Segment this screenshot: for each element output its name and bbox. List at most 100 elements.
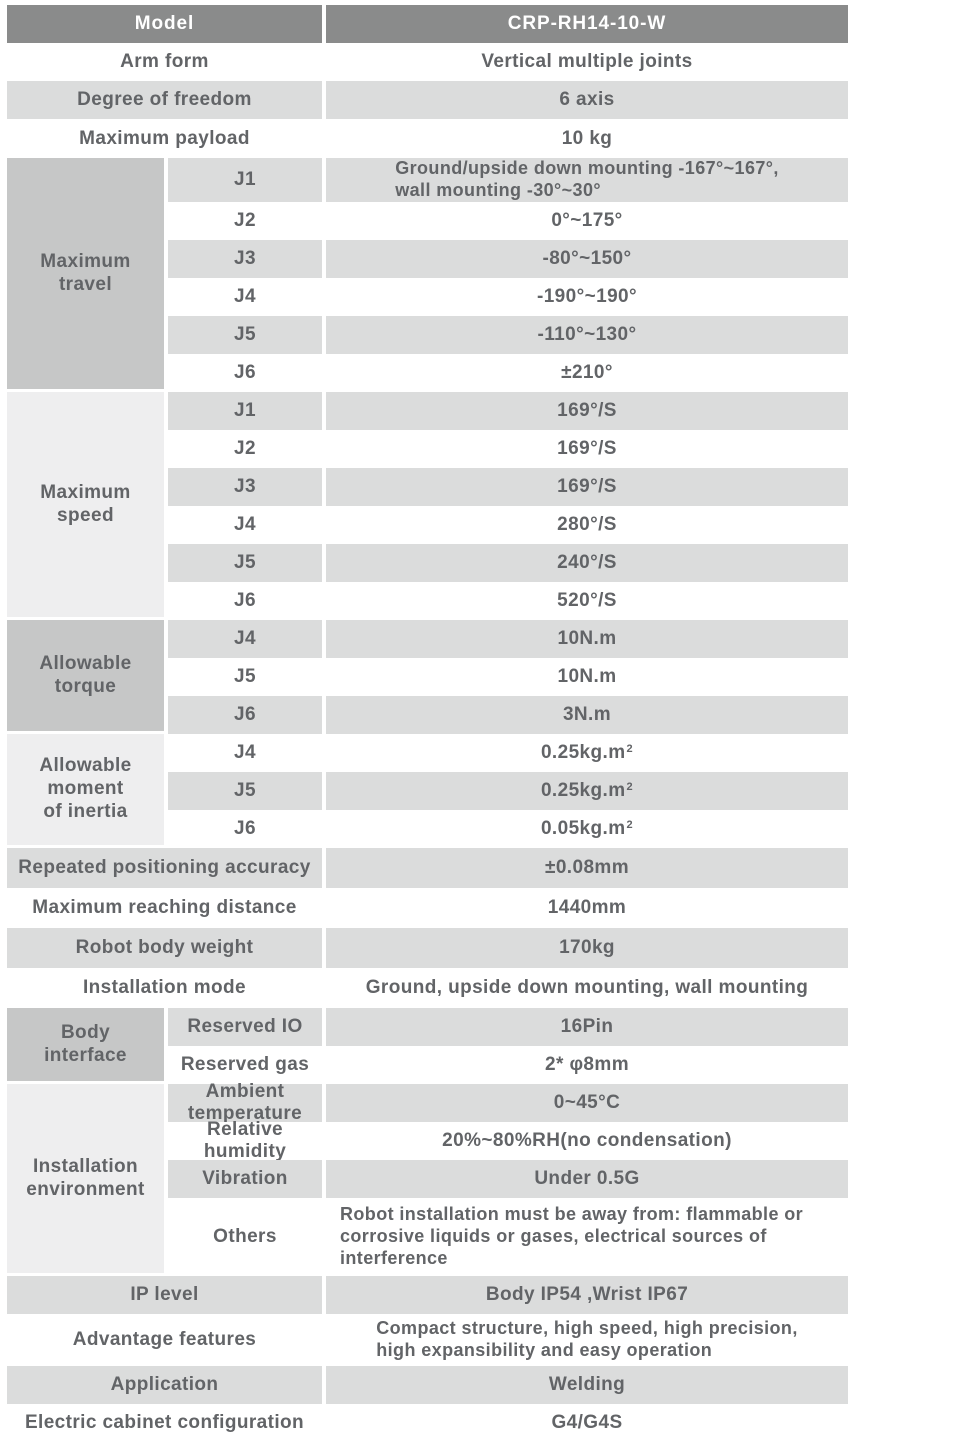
group-maximum-speed: Maximum speed J1 169°/S J2 169°/S J3 169…	[7, 392, 848, 620]
sub-label: J6	[168, 582, 322, 620]
header-model-label: Model	[7, 5, 322, 43]
table-row: Vibration Under 0.5G	[164, 1160, 848, 1198]
row-value: G4/G4S	[326, 1404, 848, 1442]
row-label: Repeated positioning accuracy	[7, 848, 322, 888]
row-value: Ground/upside down mounting -167°~167°, …	[326, 158, 848, 202]
table-row: J4 10N.m	[164, 620, 848, 658]
group-body-interface: Body interface Reserved IO 16Pin Reserve…	[7, 1008, 848, 1084]
table-row: J1 169°/S	[164, 392, 848, 430]
row-value: 10N.m	[326, 658, 848, 696]
table-row: J4 280°/S	[164, 506, 848, 544]
row-value: 240°/S	[326, 544, 848, 582]
row-value: 10 kg	[326, 119, 848, 158]
row-label: Maximum payload	[7, 119, 322, 158]
table-row: J3 -80°~150°	[164, 240, 848, 278]
group-allowable-moment-of-inertia: Allowable moment of inertia J4 0.25kg.m 2…	[7, 734, 848, 848]
table-row: J3 169°/S	[164, 468, 848, 506]
row-label: Robot body weight	[7, 928, 322, 968]
table-row: Ambient temperature 0~45°C	[164, 1081, 848, 1124]
sub-label: J5	[168, 658, 322, 696]
sub-label: J5	[168, 772, 322, 810]
sub-label: Reserved gas	[168, 1046, 322, 1084]
header-model-value: CRP-RH14-10-W	[326, 5, 848, 43]
sub-label: J5	[168, 316, 322, 354]
group-allowable-torque: Allowable torque J4 10N.m J5 10N.m J6 3N…	[7, 620, 848, 734]
sub-label: Ambient temperature	[168, 1081, 322, 1124]
row-label: Electric cabinet configuration	[7, 1404, 322, 1442]
sub-label: Reserved IO	[168, 1008, 322, 1046]
row-value-text: 0.25kg.m	[540, 780, 626, 802]
row-value: 169°/S	[326, 392, 848, 430]
group-maximum-travel: Maximum travel J1 Ground/upside down mou…	[7, 158, 848, 392]
table-row: Reserved gas 2* φ8mm	[164, 1046, 848, 1084]
group-rows: J1 Ground/upside down mounting -167°~167…	[164, 158, 848, 392]
sub-label: Others	[168, 1198, 322, 1276]
row-value: Vertical multiple joints	[326, 43, 848, 81]
table-row-repeated-positioning-accuracy: Repeated positioning accuracy ±0.08mm	[7, 848, 848, 888]
row-label: Maximum reaching distance	[7, 888, 322, 928]
row-value: Ground, upside down mounting, wall mount…	[326, 968, 848, 1008]
table-row-electric-cabinet-configuration: Electric cabinet configuration G4/G4S	[7, 1404, 848, 1442]
table-row-ip-level: IP level Body IP54 ,Wrist IP67	[7, 1276, 848, 1314]
table-row-maximum-payload: Maximum payload 10 kg	[7, 119, 848, 158]
group-label: Installation environment	[7, 1084, 164, 1276]
group-label: Allowable moment of inertia	[7, 734, 164, 848]
row-value: 10N.m	[326, 620, 848, 658]
row-value: 280°/S	[326, 506, 848, 544]
sub-label: J1	[168, 392, 322, 430]
table-row: J6 3N.m	[164, 696, 848, 734]
row-value-text: Robot installation must be away from: fl…	[340, 1204, 804, 1268]
row-value: Compact structure, high speed, high prec…	[326, 1314, 848, 1366]
row-value: -190°~190°	[326, 278, 848, 316]
table-row: J4 -190°~190°	[164, 278, 848, 316]
group-installation-environment: Installation environment Ambient tempera…	[7, 1081, 848, 1276]
table-row-maximum-reaching-distance: Maximum reaching distance 1440mm	[7, 888, 848, 928]
table-row: J5 10N.m	[164, 658, 848, 696]
table-row: J6 0.05kg.m 2	[164, 810, 848, 848]
row-label: Application	[7, 1366, 322, 1404]
row-value: 170kg	[326, 928, 848, 968]
row-value-text: Compact structure, high speed, high prec…	[376, 1318, 798, 1360]
row-value: 0.25kg.m 2	[326, 772, 848, 810]
table-row: J2 169°/S	[164, 430, 848, 468]
sub-label: J2	[168, 202, 322, 240]
row-value-text: 0.25kg.m	[540, 742, 626, 764]
sub-label: J6	[168, 696, 322, 734]
sub-label: J4	[168, 278, 322, 316]
sub-label: Relative humidity	[168, 1119, 322, 1162]
row-value: 20%~80%RH(no condensation)	[326, 1122, 848, 1160]
table-header-row: Model CRP-RH14-10-W	[7, 5, 848, 43]
row-label: Degree of freedom	[7, 81, 322, 119]
row-value: Robot installation must be away from: fl…	[326, 1198, 848, 1276]
row-value: -80°~150°	[326, 240, 848, 278]
row-value: 169°/S	[326, 430, 848, 468]
row-label: Installation mode	[7, 968, 322, 1008]
row-value: 3N.m	[326, 696, 848, 734]
table-row: J5 -110°~130°	[164, 316, 848, 354]
table-row: J2 0°~175°	[164, 202, 848, 240]
group-label: Maximum travel	[7, 158, 164, 392]
row-value: 16Pin	[326, 1008, 848, 1046]
row-value: 6 axis	[326, 81, 848, 119]
sub-label: J3	[168, 468, 322, 506]
group-rows: J1 169°/S J2 169°/S J3 169°/S J4 280°/S …	[164, 392, 848, 620]
row-value: 1440mm	[326, 888, 848, 928]
row-value: 520°/S	[326, 582, 848, 620]
table-row-robot-body-weight: Robot body weight 170kg	[7, 928, 848, 968]
group-label: Allowable torque	[7, 620, 164, 734]
group-rows: Reserved IO 16Pin Reserved gas 2* φ8mm	[164, 1008, 848, 1084]
table-row: J4 0.25kg.m 2	[164, 734, 848, 772]
sub-label: J1	[168, 158, 322, 202]
row-value: -110°~130°	[326, 316, 848, 354]
row-value-text: 0.05kg.m	[540, 818, 626, 840]
sub-label: J4	[168, 506, 322, 544]
sub-label: J6	[168, 810, 322, 848]
row-value: 0~45°C	[326, 1084, 848, 1122]
row-value: Body IP54 ,Wrist IP67	[326, 1276, 848, 1314]
row-value: ±210°	[326, 354, 848, 392]
sub-label: J4	[168, 620, 322, 658]
row-value: 169°/S	[326, 468, 848, 506]
table-row-arm-form: Arm form Vertical multiple joints	[7, 43, 848, 81]
row-value: 0.25kg.m 2	[326, 734, 848, 772]
